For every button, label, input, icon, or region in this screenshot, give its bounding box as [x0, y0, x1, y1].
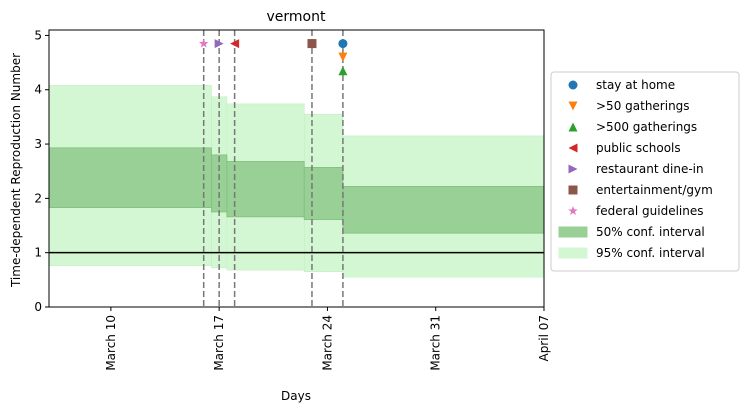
x-axis: March 10 March 17 March 24 March 31 April 07 — [104, 307, 551, 371]
legend-label: entertainment/gym — [596, 183, 713, 197]
x-tick-label: March 10 — [104, 315, 118, 371]
x-tick-label: March 31 — [429, 315, 443, 371]
intervention-marker-1 — [338, 52, 348, 62]
legend: stay at home >50 gatherings >500 gathering… — [550, 71, 740, 272]
ci50-band-4 — [342, 186, 545, 234]
legend-label: restaurant dine-in — [596, 162, 704, 176]
legend-marker-4 — [568, 164, 578, 174]
intervention-marker-5 — [307, 39, 317, 49]
legend-label: >500 gatherings — [596, 120, 697, 134]
ci50-band-3 — [303, 167, 344, 220]
y-axis: 0 1 2 3 4 5 — [34, 28, 49, 314]
y-tick-label: 4 — [34, 83, 42, 97]
x-axis-label: Days — [281, 389, 311, 403]
x-tick-label: April 07 — [537, 315, 551, 362]
legend-label: public schools — [596, 141, 681, 155]
y-tick-label: 0 — [34, 300, 42, 314]
ci50-band-2 — [226, 161, 305, 218]
chart-title: vermont — [267, 9, 326, 25]
legend-marker-3 — [568, 143, 578, 153]
intervention-marker-4 — [214, 39, 224, 49]
legend-marker-0 — [568, 80, 578, 90]
intervention-marker-2 — [338, 66, 348, 76]
plot-area — [48, 29, 545, 308]
legend-marker-2 — [568, 122, 578, 132]
legend-label: >50 gatherings — [596, 99, 690, 113]
legend-box — [550, 71, 740, 272]
legend-marker-8 — [558, 247, 588, 259]
y-axis-label: Time-dependent Reproduction Number — [9, 53, 23, 288]
x-tick-label: March 24 — [320, 315, 334, 371]
legend-marker-7 — [558, 226, 588, 238]
legend-label: 95% conf. interval — [596, 246, 705, 260]
y-tick-label: 3 — [34, 137, 42, 151]
legend-marker-5 — [568, 185, 578, 195]
legend-label: federal guidelines — [596, 204, 704, 218]
legend-marker-1 — [568, 101, 578, 111]
y-tick-label: 5 — [34, 28, 42, 42]
x-tick-label: March 17 — [212, 315, 226, 371]
y-tick-label: 2 — [34, 191, 42, 205]
intervention-marker-3 — [230, 39, 240, 49]
legend-label: 50% conf. interval — [596, 225, 705, 239]
legend-label: stay at home — [596, 78, 675, 92]
intervention-marker-0 — [338, 39, 348, 49]
legend-marker-6 — [568, 206, 578, 216]
intervention-marker-6 — [198, 38, 209, 48]
y-tick-label: 1 — [34, 246, 42, 260]
plot-frame — [48, 29, 545, 308]
ci50-band-0 — [48, 147, 212, 209]
